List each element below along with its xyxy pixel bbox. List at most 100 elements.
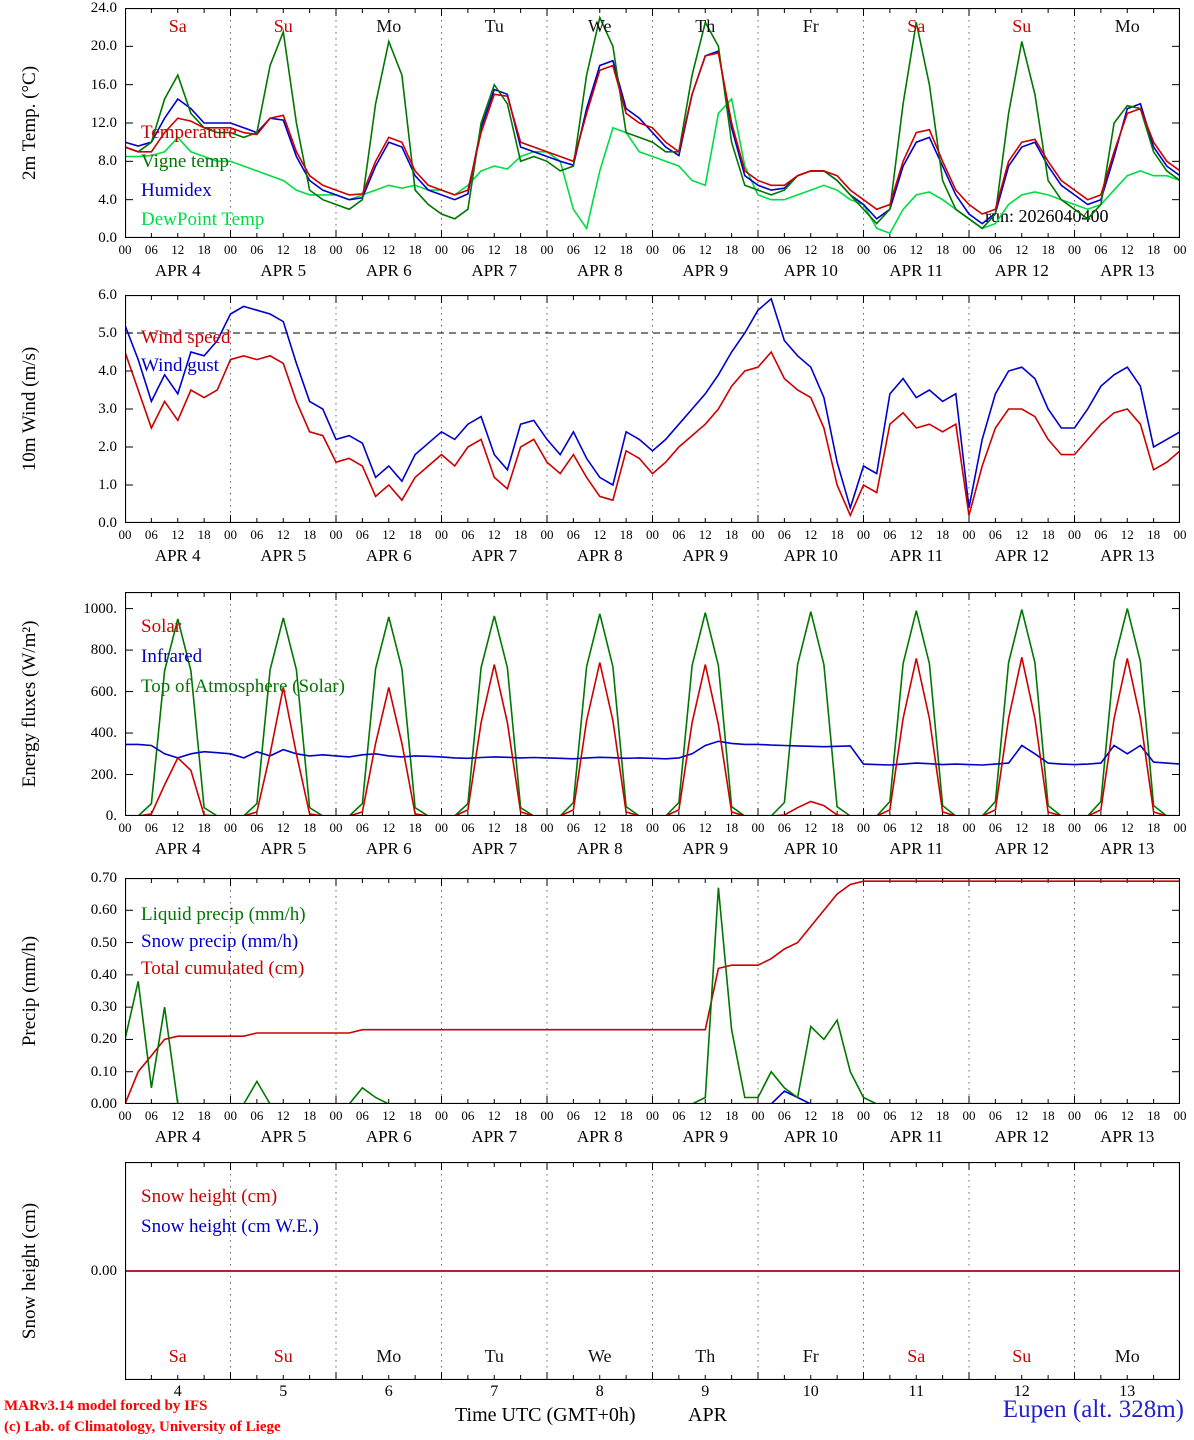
hour-tick-label: 18 (408, 1108, 422, 1123)
energy-legend-0: Solar (141, 616, 182, 637)
hour-tick-label: 18 (408, 527, 422, 542)
hour-tick-label: 12 (698, 242, 712, 257)
hour-tick-label: 00 (224, 820, 237, 835)
day-label: APR 12 (994, 546, 1049, 565)
hour-tick-label: 00 (751, 242, 765, 257)
energy-legend-2: Top of Atmosphere (Solar) (141, 676, 345, 697)
hour-tick-label: 12 (1015, 242, 1029, 257)
hour-tick-label: 00 (1068, 820, 1081, 835)
plot-energy (125, 592, 1180, 816)
hour-tick-label: 18 (936, 1108, 950, 1123)
hour-tick-label: 18 (514, 242, 528, 257)
day-label: APR 6 (365, 1127, 412, 1146)
hour-tick-label: 00 (435, 527, 448, 542)
weekday-label: We (587, 16, 612, 36)
snow-ytick: 0.00 (90, 1263, 117, 1279)
hour-tick-label: 06 (566, 1108, 580, 1123)
day-label: APR 8 (576, 546, 623, 565)
weekday-label: Mo (376, 1346, 402, 1366)
hour-tick-label: 00 (962, 1108, 976, 1123)
hour-tick-label: 00 (224, 527, 237, 542)
weekday-label: Tu (484, 16, 504, 36)
hour-tick-label: 00 (646, 242, 659, 257)
hour-tick-label: 12 (593, 527, 607, 542)
hour-tick-label: 12 (1120, 1108, 1134, 1123)
day-label: APR 7 (471, 839, 518, 858)
hour-tick-label: 00 (1173, 1108, 1187, 1123)
hour-tick-label: 06 (777, 242, 791, 257)
wind-ytick: 3.0 (98, 401, 117, 417)
hour-tick-label: 06 (672, 527, 686, 542)
temp-legend-0: Temperature (141, 122, 237, 143)
hour-tick-label: 00 (646, 820, 659, 835)
series-Solar (125, 657, 1180, 816)
month-label: APR (688, 1404, 727, 1426)
hour-tick-label: 18 (197, 820, 211, 835)
hour-tick-label: 00 (1068, 1108, 1081, 1123)
precip-ytick: 0.40 (90, 966, 117, 983)
hour-tick-label: 00 (540, 242, 554, 257)
hour-tick-label: 12 (171, 527, 185, 542)
hour-tick-label: 12 (276, 527, 290, 542)
copyright-credit-line: (c) Lab. of Climatology, University of L… (4, 1419, 281, 1435)
energy-axis-title: Energy fluxes (W/m²) (19, 620, 40, 788)
hour-tick-label: 00 (435, 1108, 448, 1123)
precip-ytick: 0.00 (90, 1096, 117, 1112)
day-label: APR 6 (365, 839, 412, 858)
day-label: APR 10 (783, 546, 838, 565)
day-label: APR 5 (260, 839, 307, 858)
hour-tick-label: 00 (1068, 527, 1081, 542)
hour-tick-label: 12 (1015, 820, 1029, 835)
hour-tick-label: 00 (540, 1108, 554, 1123)
hour-tick-label: 12 (487, 820, 501, 835)
series-Infrared (125, 740, 1180, 766)
weekday-label: Su (273, 1346, 293, 1366)
hour-tick-label: 12 (593, 242, 607, 257)
hour-tick-label: 18 (1041, 820, 1055, 835)
hour-tick-label: 06 (250, 1108, 264, 1123)
hour-tick-label: 18 (725, 527, 739, 542)
day-number-label: 9 (701, 1383, 710, 1400)
hour-tick-label: 06 (461, 527, 475, 542)
day-label: APR 9 (682, 261, 729, 280)
hour-tick-label: 00 (1173, 527, 1187, 542)
hour-tick-label: 18 (303, 1108, 317, 1123)
weekday-label: Mo (376, 16, 402, 36)
hour-tick-label: 00 (118, 527, 132, 542)
hour-tick-label: 12 (1015, 1108, 1029, 1123)
energy-ytick: 1000. (83, 600, 117, 617)
hour-tick-label: 18 (1041, 1108, 1055, 1123)
hour-tick-label: 18 (725, 242, 739, 257)
weekday-label: Mo (1114, 16, 1140, 36)
hour-tick-label: 00 (857, 242, 870, 257)
hour-tick-label: 06 (672, 1108, 686, 1123)
hour-tick-label: 06 (777, 527, 791, 542)
energy-ytick: 600. (90, 683, 117, 700)
hour-tick-label: 00 (540, 820, 554, 835)
series-Wind speed (125, 350, 1180, 518)
hour-tick-label: 06 (566, 820, 580, 835)
hour-tick-label: 12 (382, 242, 396, 257)
hour-tick-label: 06 (144, 242, 158, 257)
day-label: APR 4 (154, 546, 201, 565)
temp-ytick: 16.0 (90, 76, 117, 93)
hour-tick-label: 18 (830, 1108, 844, 1123)
day-label: APR 8 (576, 839, 623, 858)
hour-tick-label: 00 (962, 527, 976, 542)
day-number-label: 13 (1119, 1383, 1136, 1400)
hour-tick-label: 06 (355, 820, 369, 835)
hour-tick-label: 00 (1068, 242, 1081, 257)
hour-tick-label: 18 (1147, 820, 1161, 835)
day-label: APR 10 (783, 261, 838, 280)
day-label: APR 11 (889, 261, 944, 280)
day-label: APR 5 (260, 546, 307, 565)
wind-ytick: 0.0 (98, 515, 117, 531)
temp-legend-2: Humidex (141, 180, 212, 201)
hour-tick-label: 18 (619, 242, 633, 257)
hour-tick-label: 12 (698, 527, 712, 542)
day-label: APR 8 (576, 261, 623, 280)
hour-tick-label: 06 (355, 527, 369, 542)
wind-legend-1: Wind gust (141, 355, 219, 376)
hour-tick-label: 12 (276, 820, 290, 835)
day-number-label: 8 (595, 1383, 604, 1400)
